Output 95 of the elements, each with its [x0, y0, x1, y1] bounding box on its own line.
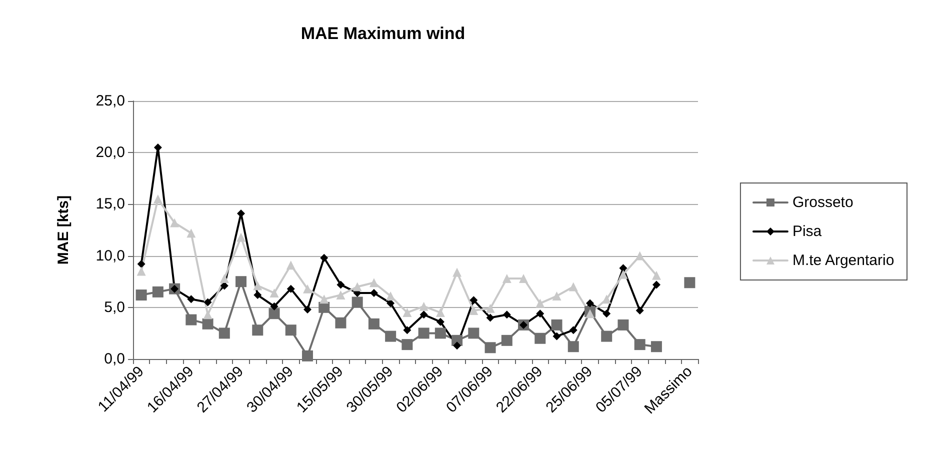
point	[501, 334, 512, 346]
point	[320, 294, 329, 304]
point	[502, 274, 512, 284]
point	[270, 288, 279, 298]
point	[302, 284, 312, 294]
point	[502, 310, 511, 319]
point	[635, 251, 644, 260]
point	[270, 302, 278, 310]
y-tick-label: 0,0	[104, 350, 125, 368]
point	[552, 332, 561, 340]
point	[419, 302, 428, 311]
point	[601, 330, 612, 342]
y-tick-label: 25,0	[96, 92, 125, 110]
point	[536, 298, 545, 308]
point	[402, 339, 413, 350]
point	[418, 328, 430, 339]
point	[253, 281, 262, 290]
point	[552, 292, 562, 301]
point	[569, 326, 578, 334]
y-tick-label: 15,0	[96, 196, 125, 213]
point	[352, 282, 362, 292]
point	[469, 306, 478, 315]
point	[434, 328, 446, 339]
point	[453, 342, 462, 350]
point	[385, 330, 396, 342]
legend-label: Grosseto	[792, 194, 854, 211]
point	[484, 342, 496, 354]
point	[652, 270, 661, 280]
point	[436, 318, 444, 326]
point	[170, 218, 180, 228]
point	[320, 254, 328, 262]
point	[254, 291, 262, 300]
y-tick-label: 5,0	[104, 298, 125, 316]
point	[285, 324, 296, 336]
point	[618, 270, 628, 279]
legend-label: M.te Argentario	[792, 252, 894, 269]
point	[252, 324, 264, 336]
point	[402, 308, 412, 318]
point	[568, 341, 579, 352]
point	[153, 194, 162, 204]
y-axis-title: MAE [kts]	[55, 195, 72, 265]
legend-label: Pisa	[792, 223, 822, 240]
point	[420, 310, 428, 319]
point	[403, 326, 412, 334]
point	[335, 317, 346, 328]
point	[534, 332, 546, 344]
y-tick-label: 10,0	[96, 247, 125, 264]
point	[236, 232, 246, 242]
point	[186, 314, 197, 326]
point	[369, 278, 378, 288]
point	[220, 274, 229, 284]
y-tick-label: 20,0	[96, 144, 125, 162]
point	[602, 294, 612, 304]
point	[186, 228, 196, 238]
point	[568, 282, 578, 292]
point	[303, 305, 312, 314]
point	[436, 308, 445, 318]
point	[486, 304, 495, 313]
point	[468, 328, 480, 339]
point	[318, 302, 330, 313]
point	[368, 318, 380, 330]
point	[652, 280, 660, 289]
point	[551, 319, 562, 330]
point	[636, 306, 644, 314]
point	[602, 310, 611, 318]
point	[586, 299, 594, 308]
point	[684, 277, 696, 288]
point	[585, 309, 594, 318]
chart-title: MAE Maximum wind	[300, 24, 466, 43]
point	[202, 318, 214, 330]
point	[352, 296, 363, 308]
point	[336, 290, 346, 300]
point	[204, 298, 212, 306]
point	[470, 296, 478, 304]
point	[187, 295, 196, 304]
point	[236, 276, 247, 288]
point	[136, 290, 147, 301]
point	[650, 341, 662, 352]
point	[268, 308, 280, 320]
point	[336, 280, 345, 289]
point	[286, 284, 295, 293]
point	[519, 274, 528, 284]
point	[203, 310, 212, 320]
point	[154, 143, 162, 152]
point	[286, 260, 296, 270]
point	[152, 286, 164, 298]
point	[634, 339, 646, 350]
point	[452, 268, 462, 277]
point	[302, 350, 313, 362]
point	[486, 314, 494, 322]
point	[137, 260, 146, 268]
point	[136, 266, 146, 276]
point	[218, 328, 230, 339]
point	[536, 310, 544, 318]
point	[618, 319, 629, 330]
